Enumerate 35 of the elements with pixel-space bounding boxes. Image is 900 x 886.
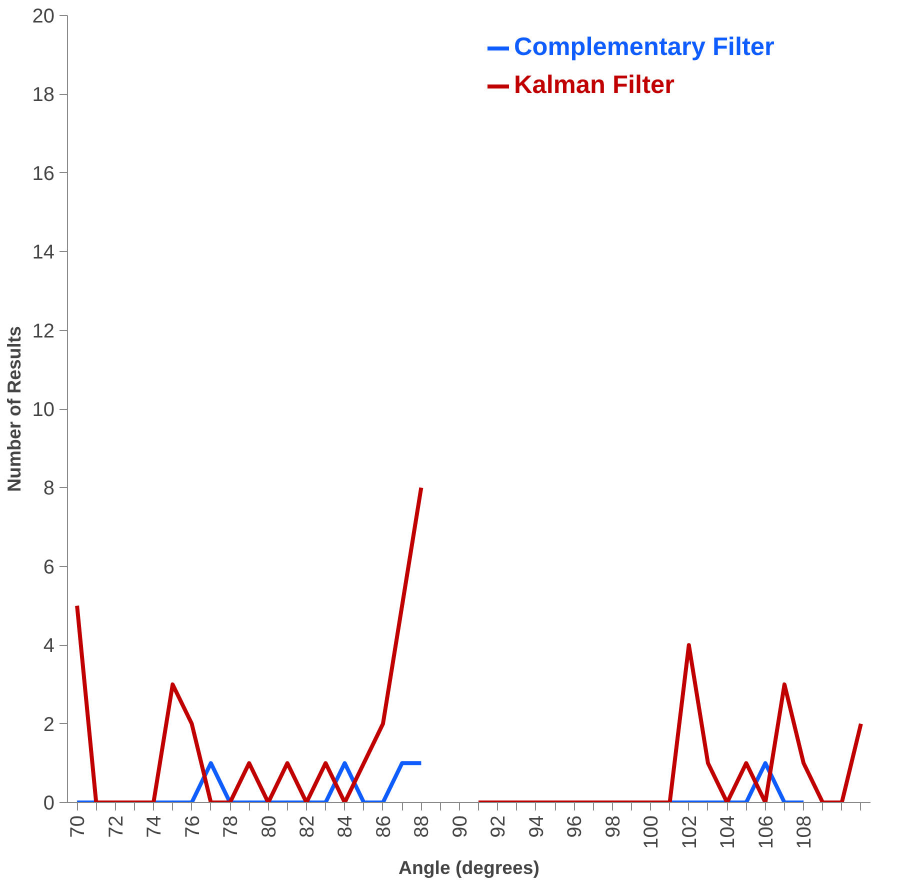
x-tick-label: 98 [602,815,624,838]
x-tick-label: 90 [449,815,472,838]
y-axis-title: Number of Results [3,326,24,492]
x-tick-label: 94 [526,815,548,838]
y-tick-label: 18 [32,84,55,106]
y-tick-label: 6 [43,556,54,578]
x-tick-label: 72 [105,815,128,838]
x-tick-label: 88 [411,815,434,838]
legend-label: Kalman Filter [514,71,674,100]
x-tick-label: 78 [220,815,242,838]
y-tick-label: 12 [32,320,55,342]
x-tick-label: 74 [144,815,166,838]
y-tick-label: 4 [43,635,54,658]
x-tick-label: 92 [488,815,510,838]
x-tick-label: 76 [182,815,204,838]
x-tick-label: 80 [258,815,280,838]
x-tick-label: 106 [755,815,778,849]
x-tick-label: 84 [334,815,357,838]
x-tick-label: 104 [717,815,740,849]
x-tick-label: 100 [640,815,663,849]
legend-label: Complementary Filter [514,33,774,62]
y-tick-label: 8 [43,478,54,500]
x-tick-label: 70 [67,815,90,838]
y-tick-label: 0 [43,792,54,814]
y-tick-label: 2 [43,714,54,736]
y-tick-label: 20 [32,6,55,28]
x-tick-label: 108 [794,815,816,849]
x-tick-label: 96 [564,815,586,838]
x-tick-label: 82 [296,815,318,838]
y-tick-label: 14 [32,242,55,264]
y-tick-label: 10 [32,399,55,421]
y-tick-label: 16 [32,162,55,185]
x-tick-label: 86 [372,815,395,838]
x-axis-title: Angle (degrees) [398,856,540,878]
x-tick-label: 102 [678,815,701,849]
